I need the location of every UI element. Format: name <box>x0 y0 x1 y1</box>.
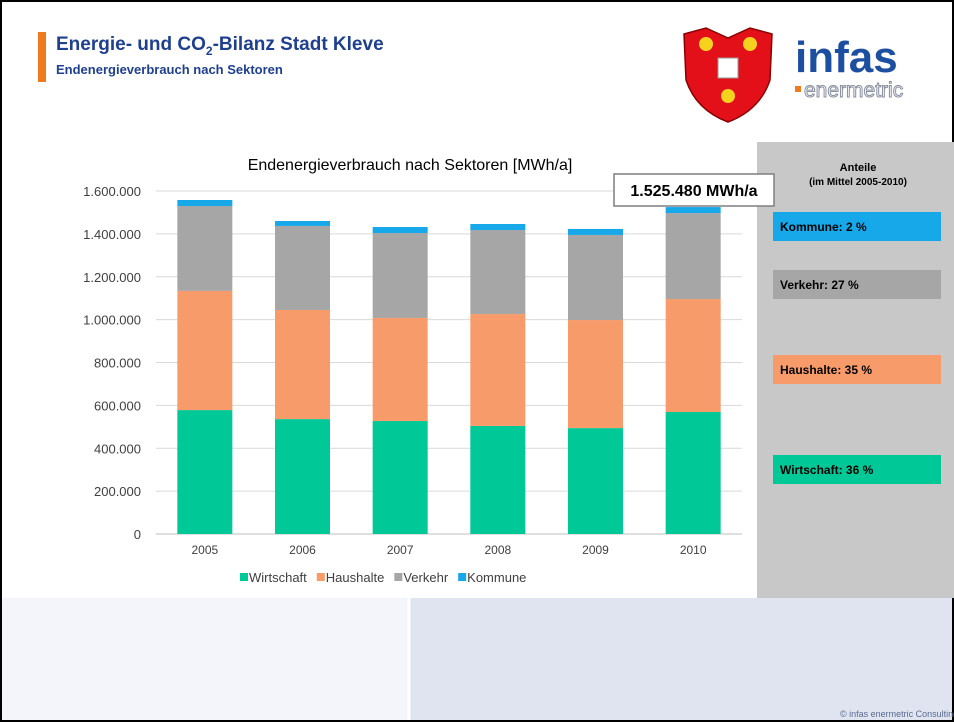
bar-segment <box>470 314 526 426</box>
coat-of-arms <box>683 27 773 123</box>
y-tick-label: 400.000 <box>94 441 141 456</box>
background-panel <box>410 598 954 722</box>
side-title: Anteile <box>840 162 877 174</box>
title-subscript: 2 <box>206 44 213 58</box>
annotation-box <box>613 173 775 207</box>
share-label: Verkehr: 27 % <box>780 278 859 292</box>
share-box <box>773 355 941 384</box>
bar-segment <box>372 317 428 422</box>
title-part: Energie- und CO <box>56 34 206 55</box>
bar-segment <box>665 412 721 534</box>
copyright: © infas enermetric Consulting GmbH <box>840 709 954 719</box>
bar-segment <box>372 227 428 234</box>
bar-segment <box>568 320 623 429</box>
bar-segment <box>177 290 233 411</box>
bar-segment <box>275 221 330 226</box>
bar-segment <box>275 309 330 420</box>
y-tick-label: 0 <box>134 527 141 542</box>
x-tick-label: 2007 <box>387 543 414 557</box>
bar-segment <box>177 410 233 534</box>
bar-segment <box>177 200 233 207</box>
accent-bar <box>38 32 46 82</box>
y-tick-label: 1.000.000 <box>83 313 141 328</box>
bar-segment <box>372 421 428 534</box>
share-box <box>773 455 941 484</box>
share-box <box>773 212 941 241</box>
share-label: Haushalte: 35 % <box>780 363 872 377</box>
bar-segment <box>470 425 526 534</box>
logo-dot <box>795 86 801 92</box>
chart: 0 200.000 400.000 600.000 800.000 1.000.000 1.… <box>83 184 742 585</box>
legend-swatch <box>240 573 248 581</box>
x-tick-label: 2010 <box>680 543 707 557</box>
legend-label: Verkehr <box>403 570 448 585</box>
y-tick-label: 200.000 <box>94 484 141 499</box>
legend-swatch <box>316 573 325 581</box>
y-tick-label: 1.400.000 <box>83 227 141 242</box>
share-label: Kommune: 2 % <box>780 220 867 234</box>
x-tick-label: 2006 <box>289 543 316 557</box>
slide-title: Energie- und CO2-Bilanz Stadt Kleve <box>56 34 384 58</box>
slide-subtitle: Endenergieverbrauch nach Sektoren <box>56 62 283 77</box>
side-subtitle: (im Mittel 2005-2010) <box>809 177 907 188</box>
bar-segment <box>372 233 428 318</box>
legend-swatch <box>458 573 467 581</box>
bar-segment <box>177 206 233 291</box>
logo-sub: enermetric <box>804 79 903 102</box>
legend-label: Kommune <box>467 570 526 585</box>
x-tick-label: 2005 <box>191 543 218 557</box>
logo-main: infas <box>795 33 898 82</box>
y-tick-label: 1.600.000 <box>83 184 141 199</box>
background-panel-left <box>0 598 410 722</box>
bar-segment <box>665 207 721 214</box>
bar-segment <box>275 225 330 310</box>
y-tick-label: 800.000 <box>94 356 141 371</box>
legend-label: Wirtschaft <box>249 570 307 585</box>
bar-segment <box>275 419 330 534</box>
chart-title: Endenergieverbrauch nach Sektoren [MWh/a… <box>248 157 573 174</box>
title-part: -Bilanz Stadt Kleve <box>213 34 384 55</box>
legend-label: Haushalte <box>326 570 385 585</box>
bar-segment <box>568 428 623 534</box>
legend-swatch <box>394 573 403 581</box>
x-tick-label: 2009 <box>582 543 609 557</box>
x-tick-label: 2008 <box>484 543 511 557</box>
annotation: 1.525.480 MWh/a <box>630 183 757 200</box>
share-label: Wirtschaft: 36 % <box>780 463 874 477</box>
share-box <box>773 270 941 299</box>
bar-segment <box>470 224 526 231</box>
bar-segment <box>665 213 721 300</box>
bar-segment <box>665 299 721 413</box>
bar-segment <box>568 234 623 321</box>
y-tick-label: 600.000 <box>94 398 141 413</box>
y-tick-label: 1.200.000 <box>83 270 141 285</box>
bar-segment <box>568 228 623 235</box>
bar-segment <box>470 230 526 315</box>
